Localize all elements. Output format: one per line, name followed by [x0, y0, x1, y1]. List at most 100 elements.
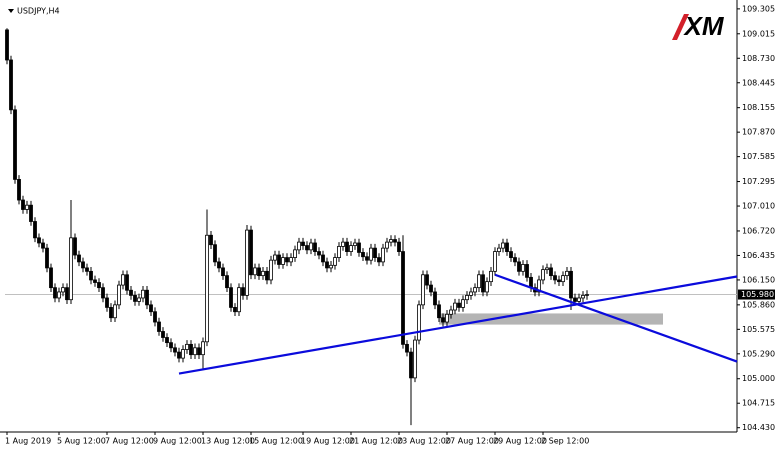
candle-body: [449, 309, 453, 315]
candle-body: [97, 282, 101, 289]
x-tick-label: 5 Aug 12:00: [57, 437, 106, 446]
candle-body: [177, 351, 181, 359]
candle-body: [553, 275, 557, 281]
logo-text: XM: [683, 11, 725, 41]
candle-body: [517, 261, 521, 272]
candle-body: [249, 229, 253, 276]
candle-body: [361, 252, 365, 258]
candle-body: [409, 351, 413, 379]
x-tick-label: 9 Aug 12:00: [153, 437, 202, 446]
candle-body: [381, 247, 385, 263]
candle-body: [205, 234, 209, 343]
candle-body: [261, 270, 265, 277]
candle-body: [573, 297, 577, 302]
candle-body: [173, 347, 177, 353]
candle-body: [425, 274, 429, 286]
candle-body: [89, 270, 93, 281]
candle-body: [369, 247, 373, 261]
y-tick-label: 104.715: [742, 399, 775, 408]
candle-body: [289, 257, 293, 263]
candle-body: [5, 29, 9, 61]
candle-body: [133, 294, 137, 302]
candle-body: [301, 241, 305, 246]
candle-body: [313, 242, 317, 252]
candle-body: [161, 331, 165, 338]
candle-body: [585, 294, 589, 296]
candle-body: [73, 237, 77, 256]
x-tick-label: 7 Aug 12:00: [105, 437, 154, 446]
candle-body: [397, 241, 401, 252]
candle-body: [497, 247, 501, 252]
x-tick-label: 2 Sep 12:00: [541, 437, 589, 446]
candle-body: [537, 279, 541, 293]
candle-body: [21, 199, 25, 210]
candle-body: [445, 313, 449, 323]
candle-body: [405, 343, 409, 353]
candle-body: [29, 204, 33, 222]
candle-body: [221, 267, 225, 277]
candle-body: [13, 109, 17, 180]
logo: XM: [668, 11, 732, 42]
y-tick-label: 105.290: [742, 349, 775, 358]
candle-body: [549, 267, 553, 277]
candle-body: [233, 307, 237, 313]
y-tick-label: 105.575: [742, 325, 775, 334]
candle-body: [225, 275, 229, 289]
candle-body: [345, 241, 349, 252]
candle-body: [505, 242, 509, 252]
candle-body: [513, 257, 517, 263]
x-tick-label: 19 Aug 12:00: [301, 437, 355, 446]
candle-body: [157, 321, 161, 332]
candle-body: [385, 241, 389, 249]
candle-body: [429, 284, 433, 293]
trendline: [494, 273, 738, 363]
candle-body: [373, 247, 377, 258]
candle-body: [197, 347, 201, 356]
candle-body: [61, 287, 65, 293]
candle-body: [293, 249, 297, 258]
candle-body: [65, 287, 69, 301]
x-tick-label: 23 Aug 12:00: [397, 437, 451, 446]
candle-body: [9, 59, 13, 111]
trendline: [178, 275, 738, 375]
candle-body: [149, 304, 153, 313]
candle-body: [269, 259, 273, 281]
candle-body: [557, 279, 561, 283]
candle-body: [333, 257, 337, 266]
candle-body: [317, 251, 321, 256]
candle-body: [57, 291, 61, 299]
candle-body: [169, 342, 173, 349]
y-tick-label: 107.010: [742, 202, 775, 211]
candle-body: [125, 274, 129, 291]
candle-body: [365, 256, 369, 261]
logo-slash: [672, 14, 689, 40]
candle-body: [181, 349, 185, 359]
candle-body: [33, 221, 37, 239]
candle-body: [297, 241, 301, 251]
candle-body: [329, 264, 333, 269]
candle-body: [389, 239, 393, 243]
candle-body: [185, 343, 189, 350]
candle-body: [113, 304, 117, 319]
chart-title: USDJPY,H4: [17, 7, 60, 16]
candle-body: [165, 337, 169, 344]
y-tick-label: 109.015: [742, 29, 775, 38]
candle-body: [465, 294, 469, 301]
candle-body: [189, 343, 193, 356]
y-tick-label: 109.305: [742, 4, 775, 13]
candle-body: [129, 289, 133, 296]
candle-body: [321, 254, 325, 263]
candle-body: [213, 244, 217, 263]
candle-body: [577, 297, 581, 302]
x-tick-label: 13 Aug 12:00: [201, 437, 255, 446]
current-price-label: 105.980: [741, 290, 774, 299]
candle-body: [253, 267, 257, 276]
candle-body: [109, 307, 113, 319]
candle-body: [305, 245, 309, 251]
candle-body: [277, 254, 281, 265]
y-tick-label: 107.585: [742, 152, 775, 161]
candle-body: [105, 297, 109, 308]
candle-body: [393, 239, 397, 243]
